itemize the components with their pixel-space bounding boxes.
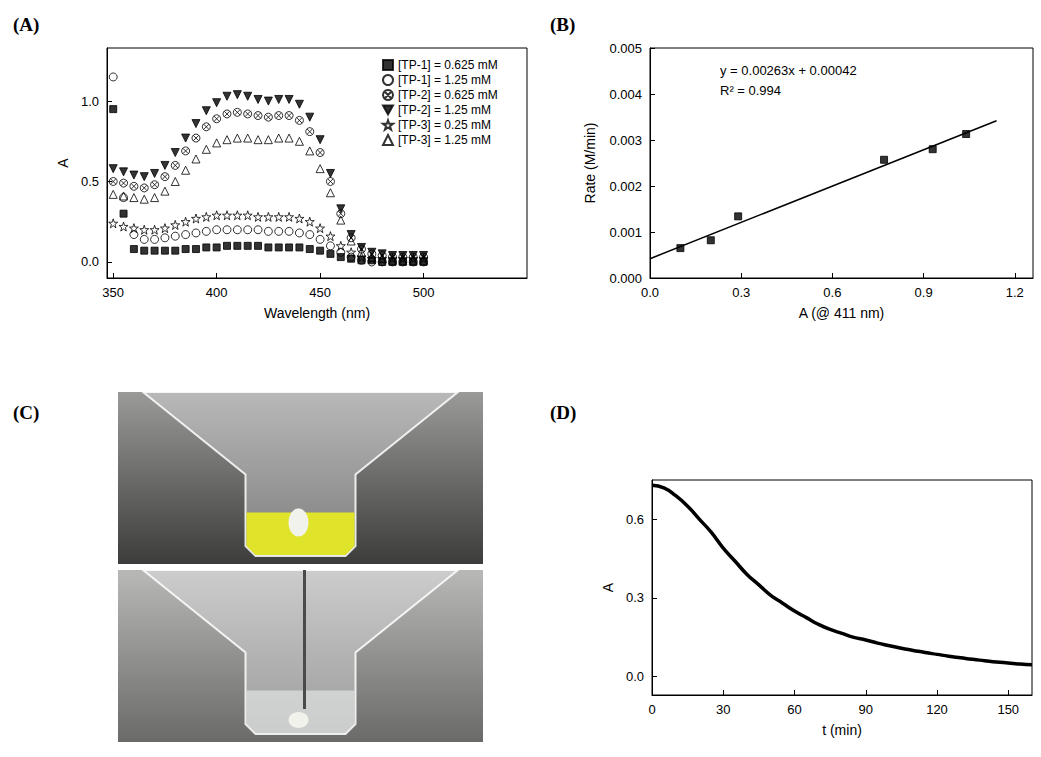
svg-text:R² = 0.994: R² = 0.994 — [720, 83, 781, 98]
svg-text:350: 350 — [102, 285, 124, 300]
svg-text:0.6: 0.6 — [823, 285, 841, 300]
svg-text:y = 0.00263x + 0.00042: y = 0.00263x + 0.00042 — [720, 63, 857, 78]
svg-text:60: 60 — [787, 702, 801, 717]
svg-text:0.6: 0.6 — [626, 512, 644, 527]
svg-text:(A): (A) — [13, 14, 39, 36]
svg-text:[TP-1] = 0.625 mM: [TP-1] = 0.625 mM — [398, 58, 498, 72]
svg-text:500: 500 — [413, 285, 435, 300]
svg-text:0.5: 0.5 — [81, 174, 99, 189]
svg-text:120: 120 — [926, 702, 948, 717]
svg-text:[TP-2] = 1.25 mM: [TP-2] = 1.25 mM — [398, 103, 491, 117]
svg-text:0.000: 0.000 — [609, 271, 642, 286]
svg-text:0: 0 — [648, 702, 655, 717]
svg-text:(D): (D) — [550, 402, 576, 424]
svg-text:[TP-1] = 1.25 mM: [TP-1] = 1.25 mM — [398, 73, 491, 87]
svg-text:450: 450 — [309, 285, 331, 300]
svg-text:0.003: 0.003 — [609, 133, 642, 148]
svg-text:(C): (C) — [13, 402, 39, 424]
svg-text:30: 30 — [716, 702, 730, 717]
svg-text:0.0: 0.0 — [641, 285, 659, 300]
svg-text:t (min): t (min) — [822, 722, 862, 738]
svg-text:[TP-2] = 0.625 mM: [TP-2] = 0.625 mM — [398, 88, 498, 102]
svg-text:400: 400 — [206, 285, 228, 300]
svg-text:0.3: 0.3 — [626, 590, 644, 605]
svg-text:150: 150 — [997, 702, 1019, 717]
svg-text:0.3: 0.3 — [732, 285, 750, 300]
svg-text:0.005: 0.005 — [609, 41, 642, 56]
svg-text:Rate (M/min): Rate (M/min) — [582, 123, 598, 204]
svg-text:[TP-3] = 1.25 mM: [TP-3] = 1.25 mM — [398, 133, 491, 147]
svg-text:0.004: 0.004 — [609, 87, 642, 102]
svg-text:A: A — [55, 158, 71, 168]
svg-text:0.002: 0.002 — [609, 179, 642, 194]
svg-text:0.001: 0.001 — [609, 225, 642, 240]
svg-text:0.9: 0.9 — [915, 285, 933, 300]
svg-text:A: A — [600, 582, 616, 592]
svg-text:0.0: 0.0 — [81, 254, 99, 269]
svg-text:1.0: 1.0 — [81, 94, 99, 109]
svg-text:90: 90 — [859, 702, 873, 717]
svg-text:1.2: 1.2 — [1006, 285, 1024, 300]
svg-text:Wavelength (nm): Wavelength (nm) — [264, 305, 370, 321]
svg-text:A (@ 411 nm): A (@ 411 nm) — [799, 305, 885, 321]
svg-text:0.0: 0.0 — [626, 669, 644, 684]
svg-text:(B): (B) — [550, 14, 575, 36]
svg-text:[TP-3] = 0.25 mM: [TP-3] = 0.25 mM — [398, 118, 491, 132]
